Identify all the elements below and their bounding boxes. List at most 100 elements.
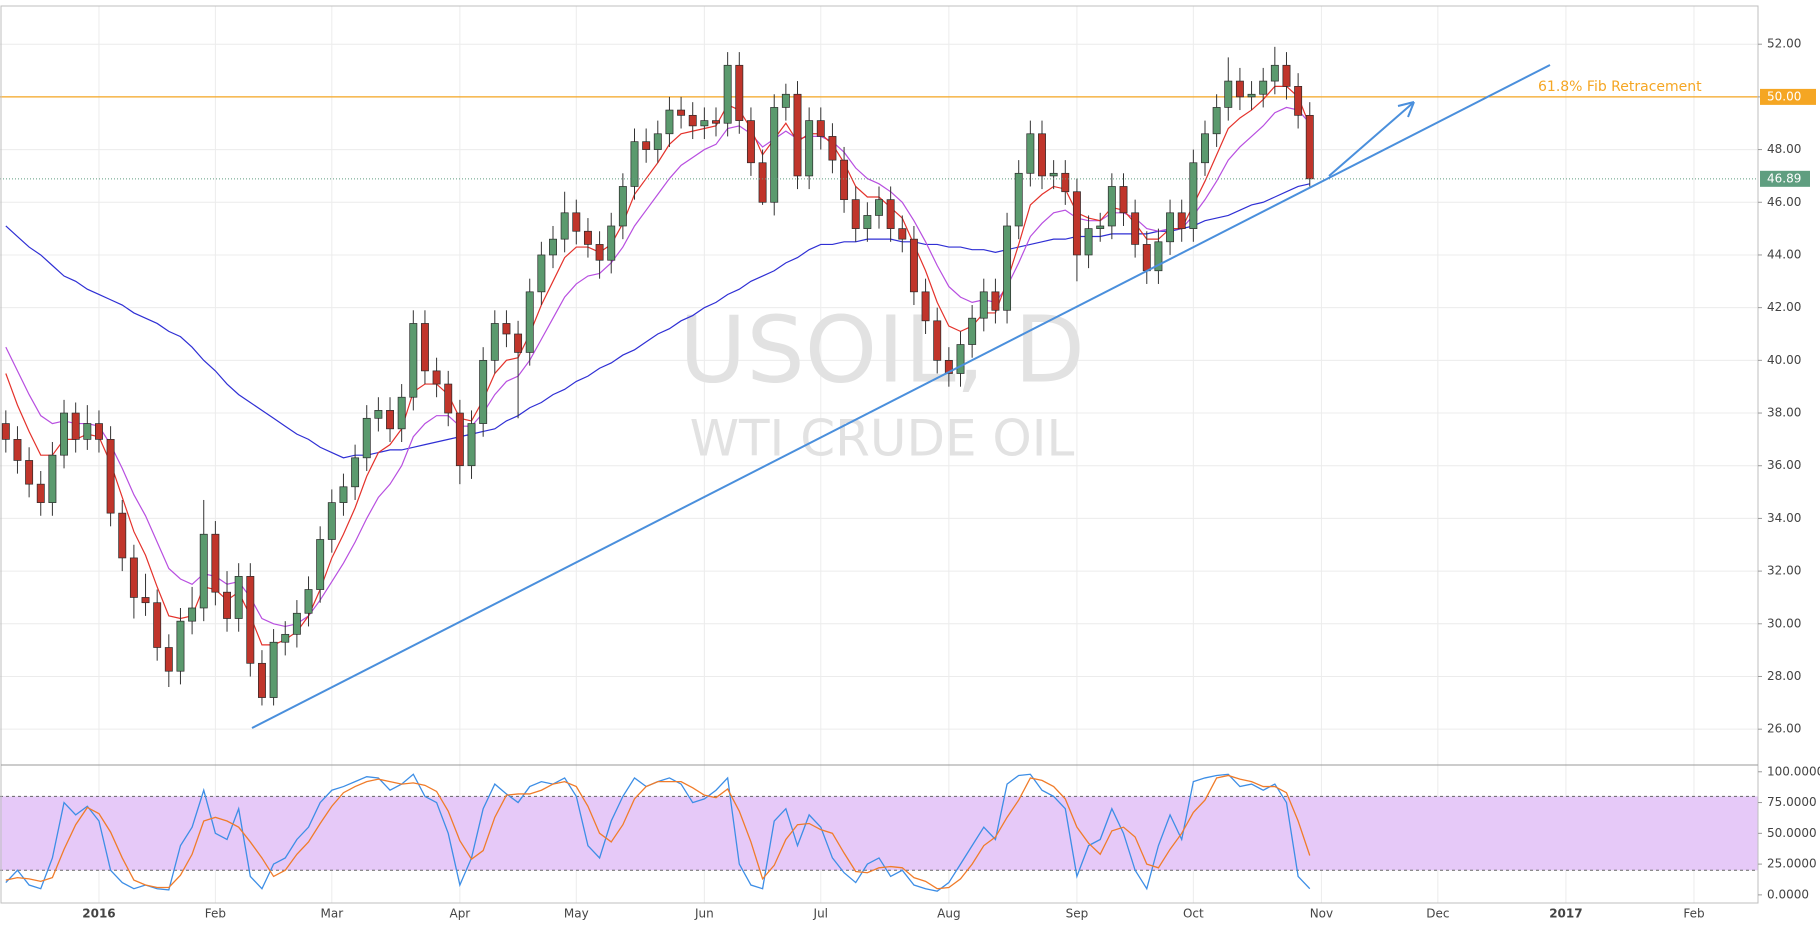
candle-body (1224, 80, 1233, 108)
candle-body (129, 557, 138, 598)
candle-body (48, 454, 57, 503)
candle-body (1084, 228, 1093, 256)
x-tick-label: Mar (320, 907, 343, 921)
candle-body (863, 215, 872, 229)
candle-body (1142, 244, 1151, 272)
candle-body (1026, 133, 1035, 174)
candle-body (700, 120, 709, 127)
candle-body (246, 576, 255, 664)
candle-body (549, 238, 557, 256)
x-tick-label: Aug (937, 907, 960, 921)
candle-body (758, 162, 767, 203)
candle-body (1259, 80, 1268, 95)
candle-body (316, 539, 325, 590)
candle-body (979, 291, 988, 319)
trend-line (251, 64, 1551, 729)
candle-body (735, 64, 744, 121)
candle-body (60, 412, 68, 456)
candle-body (339, 486, 348, 503)
candle-body (234, 576, 243, 619)
x-tick-label: Apr (449, 907, 470, 921)
candle-body (944, 359, 953, 374)
candle-body (1049, 172, 1058, 177)
candle-body (25, 460, 34, 485)
y-tick-label: 26.00 (1767, 722, 1801, 736)
last-price-label: 46.89 (1767, 171, 1801, 185)
candle-body (840, 159, 849, 200)
plot-border (0, 5, 1759, 904)
candle-body (1119, 186, 1128, 214)
y-tick-label: 40.00 (1767, 353, 1801, 367)
candle-body (1212, 107, 1221, 135)
candle-body (1003, 225, 1012, 311)
y-tick-label: 36.00 (1767, 458, 1801, 472)
candle-body (921, 291, 930, 322)
candle-body (351, 457, 360, 488)
candle-body (374, 410, 383, 419)
candle-body (304, 589, 313, 614)
last-price-box (1760, 170, 1810, 187)
candle-body (269, 641, 278, 698)
candle-body (525, 291, 534, 353)
candle-body (537, 254, 546, 293)
candle-body (898, 228, 907, 240)
candle-body (642, 141, 651, 150)
candle-body (956, 344, 965, 374)
candle-body (1247, 93, 1256, 98)
candle-body (1235, 80, 1244, 98)
candle-body (176, 620, 185, 672)
oscillator-line (5, 774, 1311, 890)
candle-body (909, 238, 918, 293)
candle-body (1177, 212, 1186, 229)
candle-body (164, 647, 173, 672)
candle-body (409, 323, 418, 398)
candle-body (118, 512, 127, 559)
oscillator-band (0, 796, 1758, 871)
trend-annotations (251, 64, 1551, 729)
data-layer: 61.8% Fib Retracement (0, 46, 1758, 892)
candle-body (828, 136, 837, 161)
candle-body (1270, 64, 1279, 82)
candle-body (1166, 212, 1175, 243)
y-tick-label: 52.00 (1767, 37, 1801, 51)
candle-body (281, 633, 290, 643)
candle-body (653, 133, 662, 150)
candle-body (793, 93, 802, 177)
candle-body (1107, 186, 1116, 227)
y-tick-label: 34.00 (1767, 511, 1801, 525)
x-tick-label: Sep (1066, 907, 1089, 921)
y-tick-label: 38.00 (1767, 406, 1801, 420)
x-tick-label: Feb (205, 907, 226, 921)
candle-body (362, 417, 371, 459)
candle-body (607, 225, 616, 261)
y-tick-label: 25.0000 (1767, 857, 1817, 871)
candle-body (327, 502, 336, 540)
x-tick-label: Dec (1426, 907, 1449, 921)
y-tick-label: 32.00 (1767, 564, 1801, 578)
candle-body (886, 199, 895, 229)
candle-body (199, 533, 208, 609)
candle-body (968, 317, 977, 345)
candle-body (712, 120, 720, 124)
fib-price-label: 50.00 (1767, 89, 1801, 103)
candle-body (851, 199, 860, 229)
y-tick-label: 100.0000 (1767, 764, 1820, 778)
fib-price-box (1760, 88, 1816, 105)
candle-body (13, 439, 22, 461)
candle-body (479, 359, 488, 424)
axis-layer: 26.00 28.00 30.00 32.00 34.00 36.00 38.00 40.00… (0, 5, 1820, 921)
candle-body (677, 109, 686, 116)
y-tick-label: 42.00 (1767, 300, 1801, 314)
candle-body (1189, 162, 1198, 229)
candle-body (1014, 172, 1023, 227)
candle-body (1131, 212, 1140, 245)
x-tick-label: 2017 (1549, 907, 1582, 921)
y-tick-label: 50.0000 (1767, 826, 1817, 840)
fib-text: 61.8% Fib Retracement (1538, 79, 1702, 95)
candle-body (83, 423, 92, 440)
candle-body (71, 412, 80, 440)
candle-body (933, 320, 942, 361)
y-tick-label: 28.00 (1767, 669, 1801, 683)
